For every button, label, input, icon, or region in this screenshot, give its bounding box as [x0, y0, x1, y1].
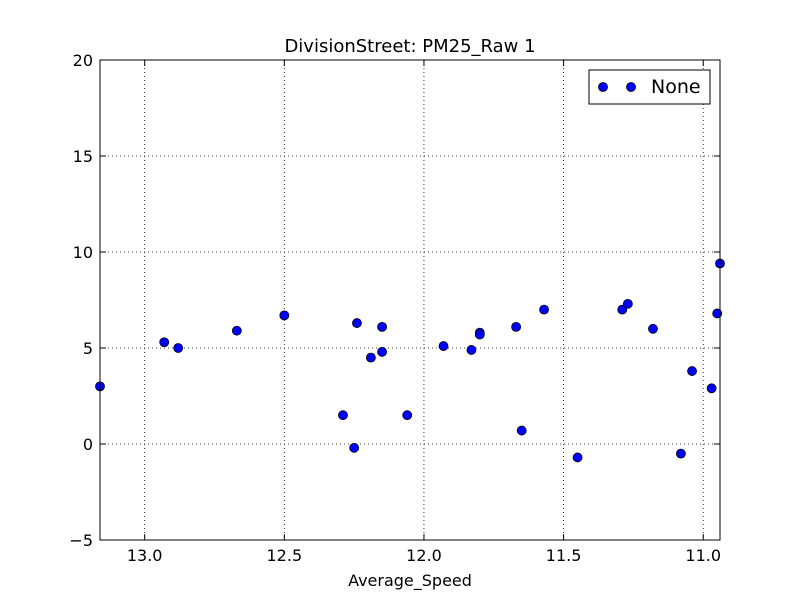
y-tick-label: 5	[83, 339, 93, 358]
x-tick-label: 11.5	[546, 546, 582, 565]
data-point	[706, 383, 717, 394]
data-point	[349, 442, 360, 453]
data-point	[572, 452, 583, 463]
data-point	[231, 325, 242, 336]
data-point	[402, 410, 413, 421]
legend: None	[588, 69, 711, 105]
y-tick-label: 20	[73, 51, 93, 70]
data-point	[466, 345, 477, 355]
legend-marker-right	[626, 82, 636, 92]
data-points	[95, 258, 725, 463]
data-point	[516, 425, 527, 436]
data-point	[676, 448, 686, 459]
x-tick-label: 12.0	[406, 546, 442, 565]
axis-ticks: 13.0 12.5 12.0 11.5 11.0 −5 0 5 10 15 20	[69, 51, 721, 565]
x-tick-label: 11.0	[685, 546, 721, 565]
x-tick-label: 13.0	[127, 546, 163, 565]
data-point	[159, 337, 170, 348]
legend-box	[588, 69, 711, 105]
data-point	[366, 352, 376, 363]
y-tick-label: 10	[73, 243, 93, 262]
x-tick-label: 12.5	[267, 546, 303, 565]
data-point	[352, 318, 362, 328]
data-point	[438, 341, 449, 351]
y-tick-label: 0	[83, 435, 93, 454]
data-point	[338, 410, 348, 421]
data-point	[173, 343, 184, 353]
data-point	[474, 329, 485, 340]
data-point	[687, 366, 697, 376]
y-tick-label: −5	[69, 531, 93, 550]
x-axis-label: Average_Speed	[348, 571, 472, 591]
data-point	[712, 308, 723, 319]
chart-title: DivisionStreet: PM25_Raw 1	[284, 36, 535, 57]
data-point	[511, 321, 522, 332]
legend-marker-left	[598, 82, 608, 92]
data-point	[377, 346, 387, 357]
data-point	[377, 321, 387, 332]
data-point	[622, 298, 633, 309]
legend-label: None	[651, 76, 701, 98]
y-tick-label: 15	[73, 147, 93, 166]
data-point	[539, 304, 549, 315]
data-point	[648, 323, 658, 334]
plot-frame	[99, 59, 721, 541]
data-point	[279, 310, 290, 321]
